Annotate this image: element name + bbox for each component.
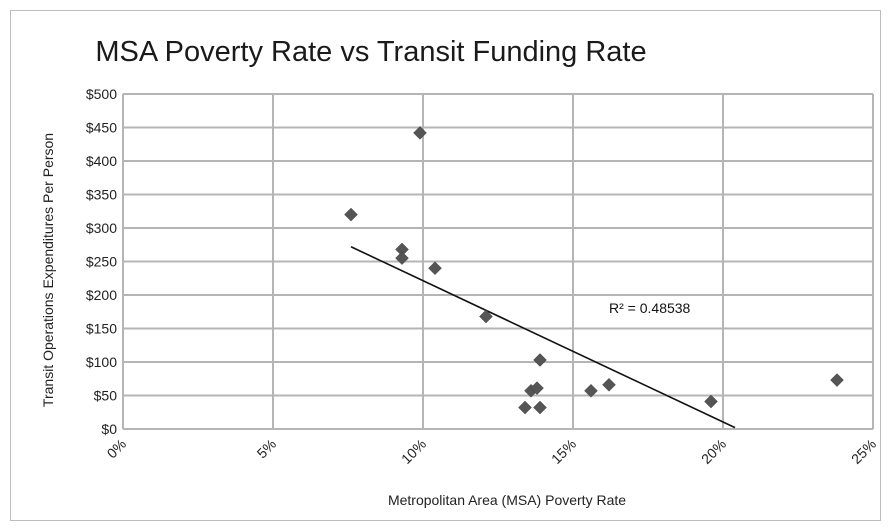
data-point: [518, 400, 532, 415]
x-tick-label: 5%: [253, 436, 279, 462]
x-axis-ticks: 0% 5% 10% 15% 20% 25%: [103, 436, 879, 467]
x-tick-label: 15%: [548, 436, 579, 467]
data-point: [344, 207, 358, 222]
x-tick-label: 20%: [698, 436, 729, 467]
y-tick-label: $150: [86, 321, 117, 337]
data-point: [533, 353, 547, 367]
data-point: [395, 251, 409, 266]
data-point: [530, 381, 544, 395]
trendline-group: [350, 246, 736, 429]
y-axis-label: Transit Operations Expenditures Per Pers…: [40, 133, 56, 407]
data-points: [344, 126, 844, 415]
y-tick-label: $100: [86, 354, 117, 370]
y-tick-label: $50: [94, 388, 118, 404]
x-tick-label: 0%: [103, 436, 129, 462]
trendline: [350, 246, 736, 429]
data-point: [533, 400, 547, 415]
y-tick-label: $250: [86, 254, 117, 270]
x-axis-label: Metropolitan Area (MSA) Poverty Rate: [388, 492, 626, 508]
data-point: [584, 383, 598, 398]
data-point: [479, 309, 493, 324]
gridlines: [122, 93, 874, 430]
y-tick-label: $450: [86, 120, 117, 136]
y-tick-label: $400: [86, 153, 117, 169]
y-tick-label: $500: [86, 86, 117, 102]
y-tick-label: $350: [86, 187, 117, 203]
data-point: [413, 126, 427, 140]
r-squared-annotation: R² = 0.48538: [609, 300, 691, 316]
x-tick-label: 25%: [848, 436, 879, 467]
chart-frame: MSA Poverty Rate vs Transit Funding Rate…: [10, 10, 881, 521]
y-tick-label: $0: [101, 421, 117, 437]
data-point: [704, 394, 718, 409]
y-tick-label: $300: [86, 220, 117, 236]
y-tick-label: $200: [86, 287, 117, 303]
chart-title: MSA Poverty Rate vs Transit Funding Rate: [95, 36, 646, 68]
data-point: [428, 261, 442, 276]
x-tick-label: 10%: [398, 436, 429, 467]
data-point: [830, 373, 844, 387]
data-point: [602, 377, 616, 392]
y-axis-ticks: $0 $50 $100 $150 $200 $250 $300 $350 $400 $450 $50…: [86, 86, 117, 437]
scatter-chart: MSA Poverty Rate vs Transit Funding Rate…: [40, 36, 879, 508]
